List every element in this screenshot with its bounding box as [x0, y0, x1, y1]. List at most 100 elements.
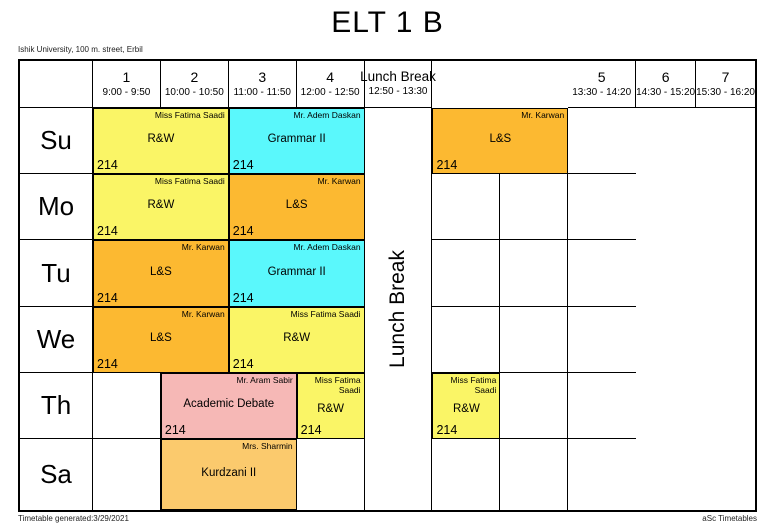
lesson-teacher: Mr. Adem Daskan [293, 242, 361, 252]
period-number: 1 [122, 69, 131, 85]
lesson-teacher: Miss Fatima Saadi [154, 110, 225, 120]
lesson-room: 214 [232, 158, 254, 172]
lesson-subject: Grammar II [267, 265, 326, 278]
period-number: 3 [258, 69, 267, 85]
period-header-cell: 5 13:30 - 14:20 [568, 61, 637, 108]
empty-slot-cell [93, 439, 161, 510]
lesson-teacher: Mr. Adem Daskan [293, 110, 361, 120]
lesson-block[interactable]: Miss Fatima Saadi R&W 214 [93, 174, 229, 240]
lesson-teacher: Miss Fatima Saadi [290, 309, 361, 319]
lesson-block[interactable]: Mr. Karwan L&S 214 [432, 108, 569, 174]
period-time: 15:30 - 16:20 [696, 86, 755, 98]
footer-generated-date: Timetable generated:3/29/2021 [18, 514, 129, 523]
lesson-room: 214 [97, 158, 118, 172]
empty-slot-cell [500, 240, 569, 307]
lesson-teacher: Mr. Karwan [317, 176, 361, 186]
period-number: 6 [661, 69, 670, 85]
period-header-cell: 3 11:00 - 11:50 [228, 61, 297, 108]
day-label: Sa [40, 459, 72, 489]
lunch-header-cell: Lunch Break 12:50 - 13:30 [360, 61, 436, 108]
lesson-room: 214 [300, 423, 322, 437]
lesson-subject: L&S [150, 332, 172, 345]
timetable-grid: 1 9:00 - 9:50 2 10:00 - 10:50 3 11:00 - 11:50… [18, 59, 757, 512]
lesson-room: 214 [97, 224, 118, 238]
empty-slot-cell [500, 439, 569, 510]
empty-slot-cell [568, 174, 637, 240]
day-label: Mo [37, 191, 75, 221]
empty-slot-cell [568, 307, 637, 373]
lesson-subject: Academic Debate [183, 398, 275, 411]
empty-slot-cell [93, 373, 161, 439]
lesson-block[interactable]: Miss Fatima Saadi R&W 214 [296, 373, 365, 439]
lesson-subject: R&W [452, 403, 480, 416]
empty-slot-cell [500, 373, 569, 439]
period-time: 12:00 - 12:50 [300, 86, 360, 98]
lesson-block[interactable]: Miss Fatima Saadi R&W 214 [93, 108, 229, 174]
lesson-subject: R&W [283, 332, 311, 345]
period-number: 2 [190, 69, 199, 85]
lesson-teacher: Mr. Karwan [181, 242, 225, 252]
lesson-block[interactable]: Mr. Karwan L&S 214 [228, 174, 365, 240]
lesson-subject: R&W [147, 199, 175, 212]
period-header-cell: 2 10:00 - 10:50 [160, 61, 229, 108]
lesson-block[interactable]: Mr. Karwan L&S 214 [93, 307, 229, 373]
lesson-teacher: Mr. Karwan [521, 110, 565, 120]
day-label-cell: Tu [20, 240, 93, 307]
period-number: 5 [597, 69, 606, 85]
lesson-room: 214 [164, 423, 186, 437]
lesson-block[interactable]: Mr. Adem Daskan Grammar II 214 [228, 108, 365, 174]
lesson-subject: R&W [317, 403, 345, 416]
lesson-teacher: Miss Fatima Saadi [450, 375, 497, 396]
day-label-cell: We [20, 307, 93, 373]
lesson-subject: L&S [285, 199, 308, 212]
lesson-room: 214 [232, 291, 254, 305]
lunch-header-label: Lunch Break [360, 69, 436, 85]
empty-slot-cell [432, 439, 501, 510]
lesson-room [162, 494, 296, 509]
empty-slot-cell [432, 174, 501, 240]
period-time: 13:30 - 14:20 [572, 86, 632, 98]
day-label-cell: Th [20, 373, 93, 439]
lesson-subject: L&S [489, 133, 512, 146]
page-title: ELT 1 B [331, 6, 444, 39]
lesson-room: 214 [436, 423, 458, 437]
lesson-block[interactable]: Mrs. Sharmin Kurdzani II [160, 439, 297, 510]
period-header-cell: 1 9:00 - 9:50 [93, 61, 161, 108]
empty-slot-cell [500, 307, 569, 373]
empty-slot-cell [500, 174, 569, 240]
period-number: 7 [721, 69, 730, 85]
period-time: 14:30 - 15:20 [636, 86, 696, 98]
day-label: Th [40, 390, 72, 420]
period-header-cell: 6 14:30 - 15:20 [636, 61, 697, 108]
empty-slot-cell [432, 240, 501, 307]
lesson-subject: Grammar II [267, 133, 326, 146]
empty-slot-cell [568, 373, 637, 439]
lesson-block[interactable]: Mr. Adem Daskan Grammar II 214 [228, 240, 365, 307]
empty-slot-cell [568, 240, 637, 307]
lesson-block[interactable]: Miss Fatima Saadi R&W 214 [228, 307, 365, 373]
empty-slot-cell [432, 307, 501, 373]
lesson-subject: R&W [147, 133, 175, 146]
lesson-block[interactable]: Mr. Aram Sabir Academic Debate 214 [160, 373, 297, 439]
lesson-room: 214 [436, 158, 458, 172]
day-label: Tu [41, 257, 71, 288]
lesson-block[interactable]: Mr. Karwan L&S 214 [93, 240, 229, 307]
day-label: We [36, 324, 76, 354]
empty-slot-cell [568, 108, 637, 174]
lesson-subject: Kurdzani II [201, 466, 257, 479]
lesson-teacher: Mrs. Sharmin [242, 441, 293, 451]
empty-slot-cell [297, 439, 365, 510]
lesson-teacher: Miss Fatima Saadi [314, 375, 361, 396]
page-subtitle: Ishik University, 100 m. street, Erbil [18, 45, 143, 54]
lesson-teacher: Mr. Aram Sabir [236, 375, 293, 385]
lesson-room: 214 [97, 357, 118, 371]
lesson-room: 214 [232, 357, 254, 371]
period-header-cell: 4 12:00 - 12:50 [296, 61, 365, 108]
lesson-block[interactable]: Miss Fatima Saadi R&W 214 [432, 373, 501, 439]
lunch-header-time: 12:50 - 13:30 [368, 86, 428, 98]
lesson-room: 214 [232, 224, 254, 238]
lesson-teacher: Mr. Karwan [181, 309, 225, 319]
period-header-cell: 7 15:30 - 16:20 [696, 61, 755, 108]
period-time: 9:00 - 9:50 [102, 86, 151, 98]
